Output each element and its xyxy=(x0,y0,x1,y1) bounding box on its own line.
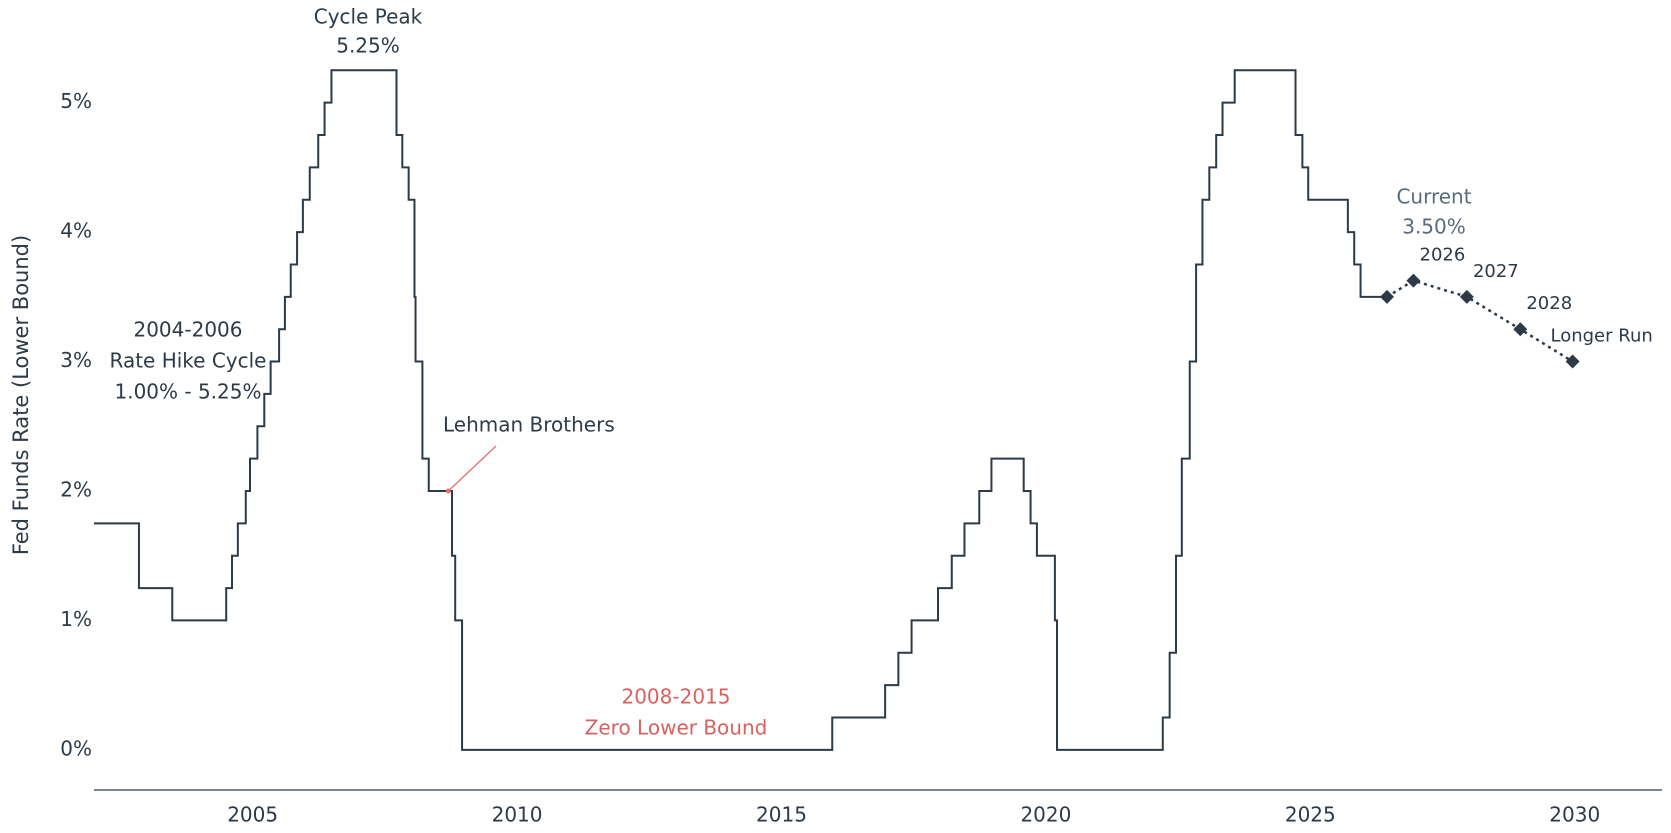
annotation: Zero Lower Bound xyxy=(585,716,768,740)
annotation: Cycle Peak xyxy=(314,5,423,29)
y-tick-label: 0% xyxy=(60,736,92,760)
y-tick-label: 4% xyxy=(60,219,92,243)
projection-marker xyxy=(1380,289,1395,304)
annotation: 2004-2006 xyxy=(133,318,242,342)
annotation: 3.50% xyxy=(1402,215,1466,239)
y-tick-label: 3% xyxy=(60,348,92,372)
projection-label: 2028 xyxy=(1526,293,1572,314)
y-tick-label: 5% xyxy=(60,89,92,113)
projection-marker xyxy=(1565,354,1580,369)
projection-label: 2027 xyxy=(1473,261,1519,282)
y-axis-label: Fed Funds Rate (Lower Bound) xyxy=(9,235,33,555)
y-tick-label: 2% xyxy=(60,477,92,501)
annotation: 1.00% - 5.25% xyxy=(114,380,261,404)
projection-label: 2026 xyxy=(1420,245,1466,266)
x-tick-label: 2025 xyxy=(1285,803,1336,827)
x-tick-label: 2010 xyxy=(492,803,543,827)
x-tick-label: 2030 xyxy=(1549,803,1600,827)
annotation: Lehman Brothers xyxy=(443,413,615,437)
annotation-arrow xyxy=(447,445,497,492)
annotation: 5.25% xyxy=(336,34,400,58)
annotation-arrow-head xyxy=(445,488,451,494)
annotation: Current xyxy=(1396,185,1471,209)
annotation: 2008-2015 xyxy=(621,685,730,709)
projection-marker xyxy=(1459,289,1474,304)
rate-line xyxy=(94,69,1388,751)
projection-label: Longer Run xyxy=(1550,326,1652,347)
x-tick-label: 2005 xyxy=(227,803,278,827)
y-tick-label: 1% xyxy=(60,607,92,631)
projection-marker xyxy=(1406,273,1421,288)
x-tick-label: 2015 xyxy=(756,803,807,827)
projection-marker xyxy=(1513,322,1528,337)
x-tick-label: 2020 xyxy=(1020,803,1071,827)
annotation: Rate Hike Cycle xyxy=(109,349,266,373)
